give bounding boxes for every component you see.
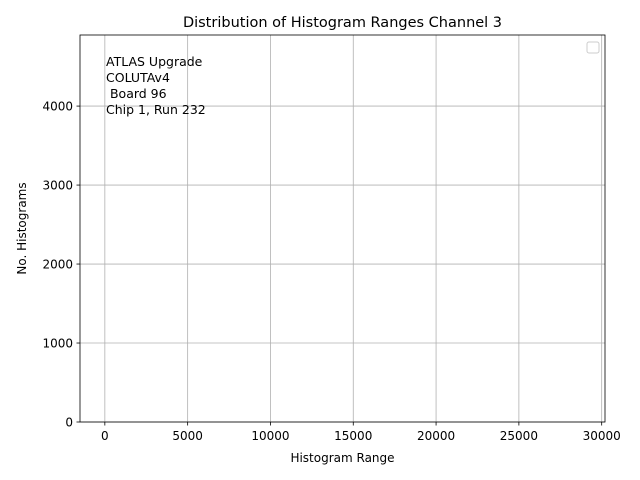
annotation-line: Board 96 xyxy=(106,86,167,101)
annotation-line: COLUTAv4 xyxy=(106,70,170,85)
x-tick-label: 20000 xyxy=(417,429,455,443)
x-tick-label: 15000 xyxy=(334,429,372,443)
y-tick-label: 3000 xyxy=(42,179,73,193)
chart-title: Distribution of Histogram Ranges Channel… xyxy=(183,15,502,31)
y-tick-label: 4000 xyxy=(42,100,73,114)
y-tick-label: 0 xyxy=(65,416,73,430)
annotation-line: ATLAS Upgrade xyxy=(106,54,203,69)
legend-box xyxy=(586,41,600,54)
x-axis-label: Histogram Range xyxy=(290,451,394,465)
chart-annotation: ATLAS Upgrade COLUTAv4 Board 96 Chip 1, Ru… xyxy=(106,54,206,117)
ticks-layer: 0 5000 10000 15000 20000 25000 30000 0 1000 2000 3… xyxy=(42,100,620,443)
x-tick-label: 25000 xyxy=(500,429,538,443)
plot-frame xyxy=(79,34,606,423)
grid-layer xyxy=(80,35,605,423)
x-tick-label: 0 xyxy=(101,429,109,443)
y-tick-label: 2000 xyxy=(42,258,73,272)
y-tick-label: 1000 xyxy=(42,337,73,351)
x-tick-label: 10000 xyxy=(251,429,289,443)
annotation-text: ATLAS Upgrade COLUTAv4 Board 96 Chip 1, Ru… xyxy=(106,54,206,117)
annotation-line: Chip 1, Run 232 xyxy=(106,102,206,117)
x-tick-label: 5000 xyxy=(172,429,203,443)
x-tick-label: 30000 xyxy=(583,429,621,443)
y-axis-label: No. Histograms xyxy=(15,182,29,274)
